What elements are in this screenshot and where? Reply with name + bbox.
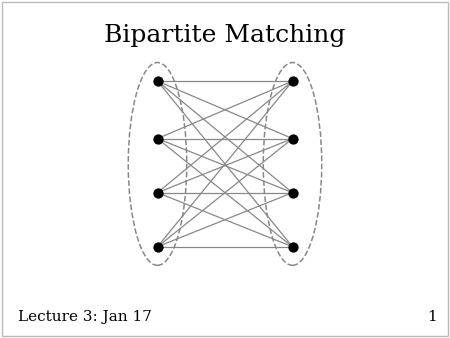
Point bbox=[289, 78, 296, 84]
Point bbox=[289, 244, 296, 249]
Point bbox=[289, 136, 296, 141]
Text: Lecture 3: Jan 17: Lecture 3: Jan 17 bbox=[18, 311, 152, 324]
Point bbox=[154, 190, 161, 195]
Point bbox=[289, 190, 296, 195]
Text: Bipartite Matching: Bipartite Matching bbox=[104, 24, 346, 47]
Text: 1: 1 bbox=[427, 311, 436, 324]
Point bbox=[154, 78, 161, 84]
Point bbox=[154, 136, 161, 141]
Point bbox=[154, 244, 161, 249]
